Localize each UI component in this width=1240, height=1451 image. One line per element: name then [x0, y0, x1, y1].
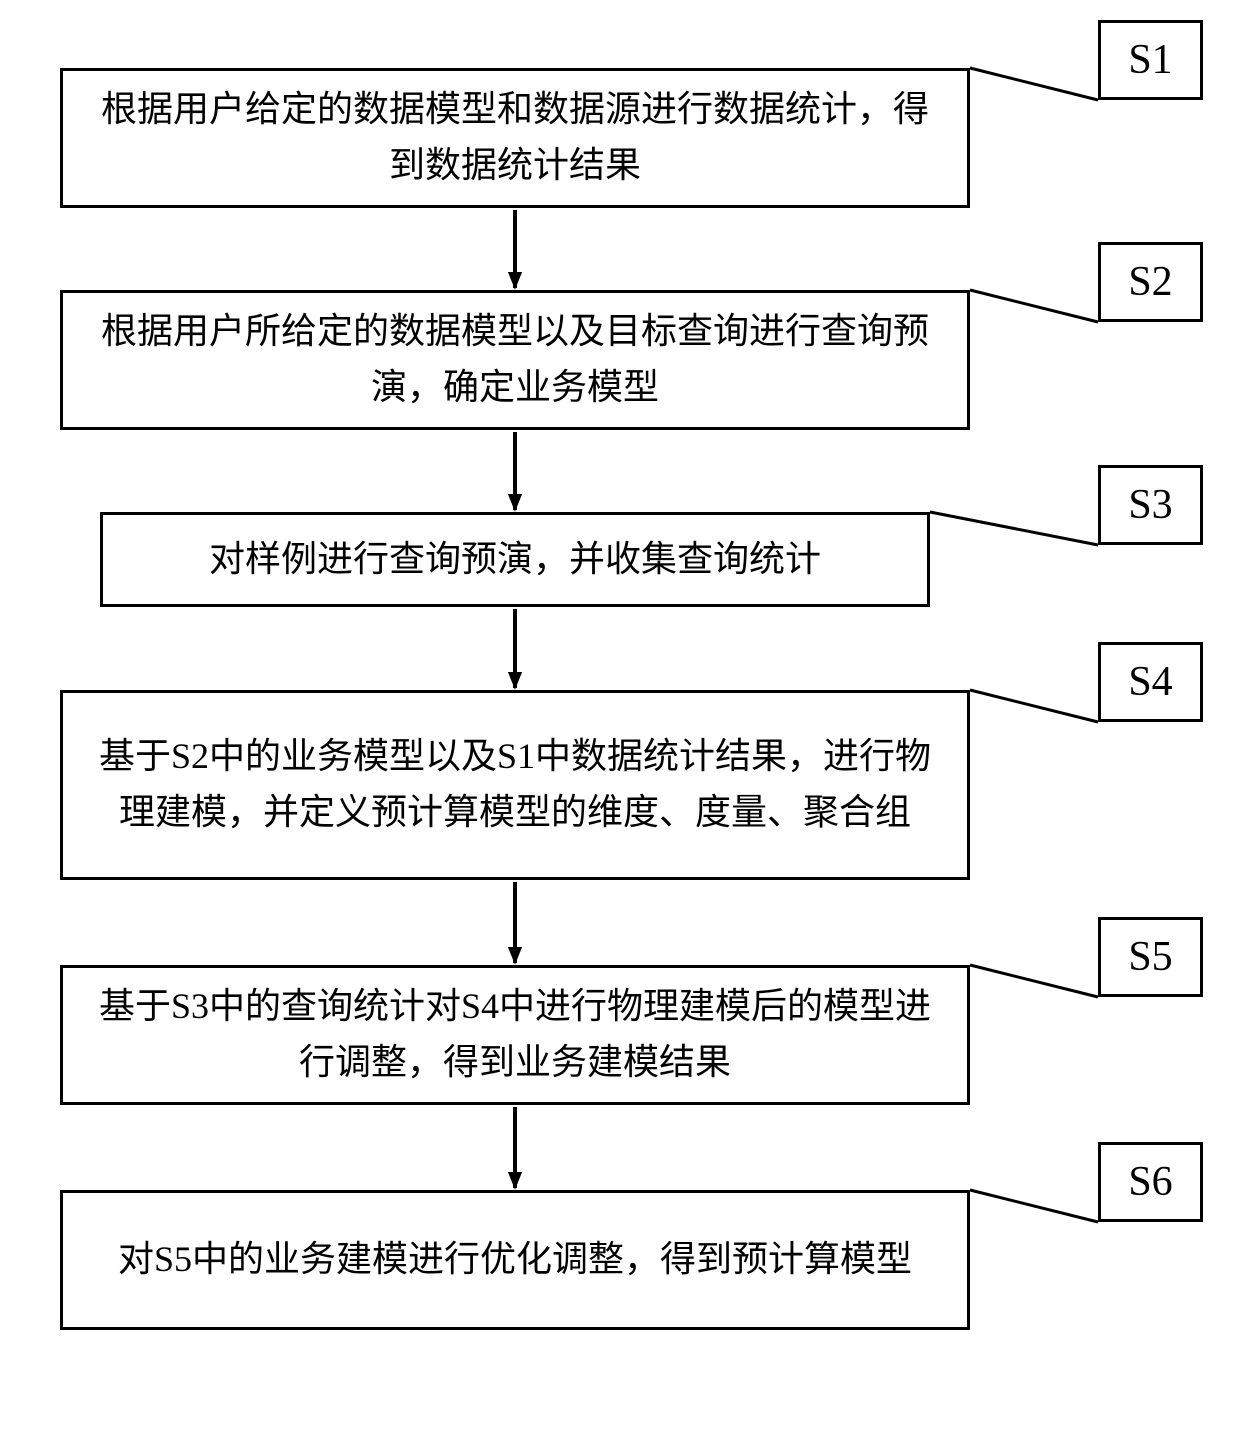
- step-label-text: S5: [1128, 933, 1172, 981]
- flow-node-text: 根据用户给定的数据模型和数据源进行数据统计，得到数据统计结果: [87, 82, 943, 194]
- label-connector: [970, 290, 1098, 322]
- step-label-s3: S3: [1098, 465, 1203, 545]
- label-connector: [970, 1190, 1098, 1222]
- step-label-text: S1: [1128, 36, 1172, 84]
- label-connector: [930, 512, 1098, 545]
- label-connector: [970, 965, 1098, 997]
- flow-node-s3: 对样例进行查询预演，并收集查询统计: [100, 512, 930, 607]
- flow-node-s2: 根据用户所给定的数据模型以及目标查询进行查询预演，确定业务模型: [60, 290, 970, 430]
- flowchart-canvas: 根据用户给定的数据模型和数据源进行数据统计，得到数据统计结果根据用户所给定的数据…: [0, 0, 1240, 1451]
- label-connector: [970, 68, 1098, 100]
- step-label-text: S4: [1128, 658, 1172, 706]
- step-label-s5: S5: [1098, 917, 1203, 997]
- flow-node-s5: 基于S3中的查询统计对S4中进行物理建模后的模型进行调整，得到业务建模结果: [60, 965, 970, 1105]
- flow-node-s6: 对S5中的业务建模进行优化调整，得到预计算模型: [60, 1190, 970, 1330]
- flow-node-text: 基于S2中的业务模型以及S1中数据统计结果，进行物理建模，并定义预计算模型的维度…: [87, 729, 943, 841]
- step-label-text: S2: [1128, 258, 1172, 306]
- step-label-s4: S4: [1098, 642, 1203, 722]
- flow-node-text: 对样例进行查询预演，并收集查询统计: [209, 532, 821, 588]
- label-connector: [970, 690, 1098, 722]
- flow-node-text: 对S5中的业务建模进行优化调整，得到预计算模型: [118, 1232, 912, 1288]
- step-label-s6: S6: [1098, 1142, 1203, 1222]
- flow-node-s4: 基于S2中的业务模型以及S1中数据统计结果，进行物理建模，并定义预计算模型的维度…: [60, 690, 970, 880]
- flow-node-text: 根据用户所给定的数据模型以及目标查询进行查询预演，确定业务模型: [87, 304, 943, 416]
- step-label-s1: S1: [1098, 20, 1203, 100]
- flow-node-text: 基于S3中的查询统计对S4中进行物理建模后的模型进行调整，得到业务建模结果: [87, 979, 943, 1091]
- flow-node-s1: 根据用户给定的数据模型和数据源进行数据统计，得到数据统计结果: [60, 68, 970, 208]
- step-label-text: S6: [1128, 1158, 1172, 1206]
- step-label-text: S3: [1128, 481, 1172, 529]
- step-label-s2: S2: [1098, 242, 1203, 322]
